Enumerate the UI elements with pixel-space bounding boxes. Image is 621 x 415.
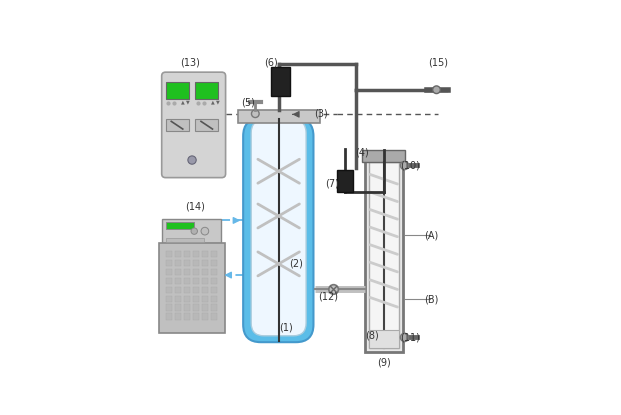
Circle shape bbox=[188, 156, 196, 164]
Bar bbox=[193, 305, 199, 311]
Circle shape bbox=[201, 227, 209, 235]
Bar bbox=[195, 82, 218, 99]
Text: (B): (B) bbox=[425, 294, 439, 304]
Bar bbox=[175, 313, 181, 320]
Bar bbox=[160, 243, 225, 332]
Bar bbox=[193, 295, 199, 302]
Text: (8): (8) bbox=[365, 331, 379, 341]
Text: (2): (2) bbox=[289, 259, 303, 269]
Bar bbox=[175, 260, 181, 266]
Text: ▼: ▼ bbox=[215, 99, 219, 105]
Bar bbox=[211, 305, 217, 311]
Bar bbox=[363, 150, 405, 162]
Text: ▲: ▲ bbox=[211, 99, 214, 105]
Bar bbox=[193, 278, 199, 284]
Text: (12): (12) bbox=[318, 291, 338, 301]
Bar bbox=[175, 305, 181, 311]
Bar bbox=[202, 269, 208, 275]
Bar bbox=[166, 295, 172, 302]
Bar bbox=[175, 269, 181, 275]
Text: (1): (1) bbox=[279, 323, 293, 333]
Bar bbox=[184, 278, 190, 284]
Text: (3): (3) bbox=[315, 109, 329, 119]
Bar bbox=[193, 269, 199, 275]
Bar bbox=[193, 251, 199, 257]
Circle shape bbox=[401, 161, 409, 170]
Text: (6): (6) bbox=[264, 58, 278, 68]
Bar bbox=[162, 219, 222, 243]
Bar bbox=[238, 110, 320, 123]
Bar bbox=[166, 119, 189, 131]
Text: (14): (14) bbox=[185, 201, 205, 211]
Bar bbox=[193, 313, 199, 320]
Bar bbox=[337, 170, 353, 192]
Bar bbox=[184, 287, 190, 293]
Bar bbox=[166, 269, 172, 275]
Bar bbox=[202, 305, 208, 311]
Text: (A): (A) bbox=[425, 230, 439, 240]
Bar bbox=[202, 278, 208, 284]
Bar bbox=[271, 67, 289, 96]
Bar bbox=[211, 260, 217, 266]
Bar bbox=[211, 295, 217, 302]
Bar bbox=[211, 251, 217, 257]
Text: (7): (7) bbox=[325, 178, 338, 188]
Circle shape bbox=[401, 333, 409, 342]
Text: (11): (11) bbox=[401, 332, 420, 342]
Circle shape bbox=[329, 285, 338, 294]
Text: (9): (9) bbox=[377, 357, 391, 367]
Text: (13): (13) bbox=[181, 58, 201, 68]
Bar bbox=[166, 260, 172, 266]
Text: (4): (4) bbox=[355, 148, 369, 158]
Bar bbox=[184, 295, 190, 302]
Text: (15): (15) bbox=[428, 58, 448, 68]
Bar bbox=[166, 305, 172, 311]
Bar bbox=[369, 162, 399, 348]
Bar bbox=[166, 313, 172, 320]
Bar bbox=[211, 278, 217, 284]
Circle shape bbox=[191, 228, 197, 234]
Bar bbox=[166, 278, 172, 284]
Text: ▼: ▼ bbox=[186, 99, 190, 105]
Bar bbox=[365, 160, 403, 352]
Text: ▲: ▲ bbox=[181, 99, 184, 105]
Bar bbox=[369, 330, 399, 348]
Circle shape bbox=[252, 110, 259, 117]
Bar bbox=[211, 269, 217, 275]
Bar bbox=[166, 287, 172, 293]
FancyBboxPatch shape bbox=[243, 119, 314, 342]
FancyBboxPatch shape bbox=[161, 72, 225, 178]
Text: (10): (10) bbox=[401, 161, 420, 171]
Bar bbox=[184, 251, 190, 257]
Bar bbox=[175, 251, 181, 257]
Bar bbox=[202, 313, 208, 320]
Bar bbox=[166, 238, 204, 242]
Bar bbox=[175, 287, 181, 293]
Bar bbox=[175, 295, 181, 302]
Bar bbox=[184, 260, 190, 266]
Bar bbox=[193, 287, 199, 293]
Bar bbox=[202, 295, 208, 302]
FancyBboxPatch shape bbox=[251, 120, 306, 336]
Bar bbox=[202, 287, 208, 293]
Bar bbox=[184, 305, 190, 311]
Bar bbox=[184, 313, 190, 320]
Bar bbox=[184, 269, 190, 275]
Bar bbox=[166, 222, 194, 229]
Bar bbox=[195, 119, 218, 131]
Bar bbox=[211, 313, 217, 320]
Bar bbox=[175, 278, 181, 284]
Bar bbox=[166, 251, 172, 257]
Bar bbox=[202, 251, 208, 257]
Text: (5): (5) bbox=[242, 98, 255, 107]
Bar bbox=[193, 260, 199, 266]
Bar bbox=[202, 260, 208, 266]
Circle shape bbox=[433, 86, 440, 93]
Bar bbox=[166, 82, 189, 99]
Bar bbox=[211, 287, 217, 293]
